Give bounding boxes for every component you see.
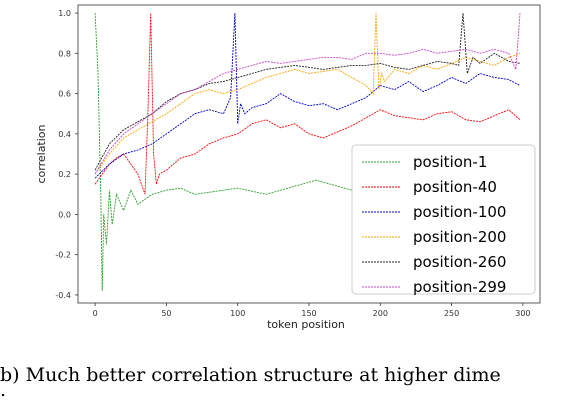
legend-label: position-40	[413, 178, 497, 196]
series-layer	[94, 13, 521, 291]
legend-label: position-200	[413, 228, 506, 246]
x-axis-title: token position	[267, 318, 345, 331]
y-axis-title: correlation	[35, 124, 48, 183]
y-tick-label: 0.0	[58, 210, 71, 219]
x-tick-label: 50	[161, 309, 171, 318]
correlation-line-chart: -0.4 -0.2 0.0 0.2 0.4 0.6 0.8 1.0 0 50 100 150 200 2…	[35, 4, 541, 331]
y-tick-label: 0.4	[58, 130, 71, 139]
legend-entries: position-1 position-40 position-100 positio…	[362, 153, 506, 296]
y-tick-label: 0.6	[58, 90, 71, 99]
series-line-position-200	[94, 13, 521, 175]
series-line-position-1	[94, 13, 360, 291]
series-line-position-40	[94, 13, 521, 195]
y-tick-label: 1.0	[58, 9, 71, 18]
x-tick-label: 250	[444, 309, 459, 318]
y-tick-label: 0.2	[58, 170, 71, 179]
x-tick-label: 100	[230, 309, 245, 318]
y-tick-label: 0.8	[58, 49, 71, 58]
series-line-position-260	[94, 13, 521, 171]
legend-box	[351, 144, 536, 295]
legend: position-1 position-40 position-100 positio…	[351, 144, 536, 296]
figure-caption: b) Much better correlation structure at …	[0, 364, 501, 386]
y-tick-label: -0.4	[55, 291, 71, 300]
legend-label: position-260	[413, 253, 506, 271]
x-tick-label: 0	[93, 309, 98, 318]
legend-label: position-100	[413, 203, 506, 221]
series-line-position-100	[94, 13, 521, 179]
x-tick-label: 200	[373, 309, 388, 318]
y-tick-label: -0.2	[55, 251, 71, 260]
y-axis-ticks: -0.4 -0.2 0.0 0.2 0.4 0.6 0.8 1.0	[55, 9, 78, 300]
legend-label: position-299	[413, 278, 506, 296]
figure-caption-continuation: .	[0, 379, 7, 401]
x-tick-label: 300	[515, 309, 530, 318]
x-tick-label: 150	[301, 309, 316, 318]
x-axis-ticks: 0 50 100 150 200 250 300	[93, 303, 531, 318]
legend-label: position-1	[413, 153, 487, 171]
series-line-position-299	[94, 13, 521, 175]
